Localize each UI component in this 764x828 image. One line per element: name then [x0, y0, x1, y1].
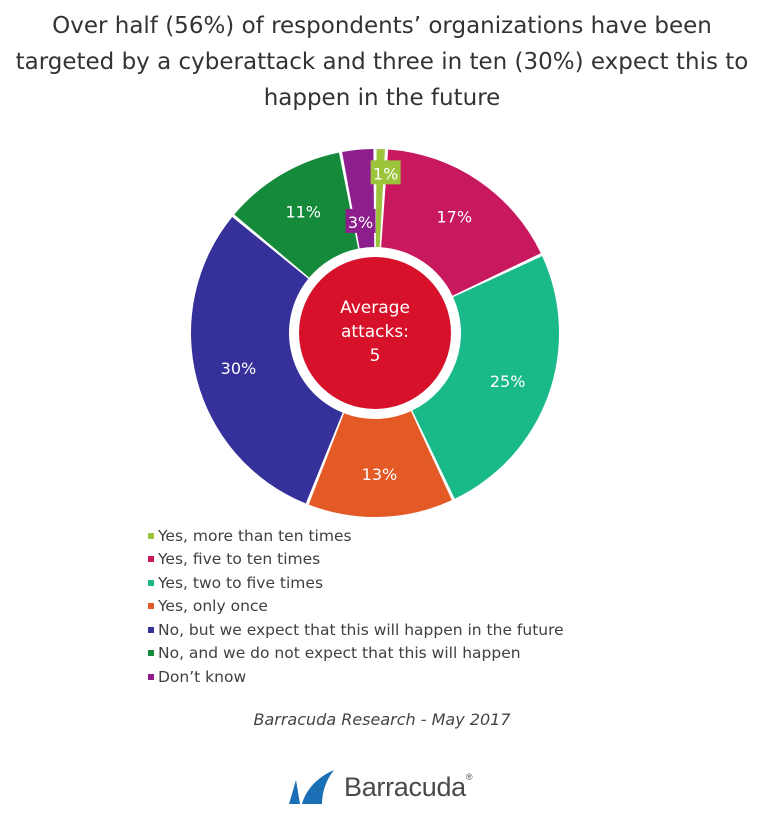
legend-label: Yes, five to ten times: [158, 550, 321, 569]
legend-item-no-but-we-expect-that-this-will-happen-in-the-future: No, but we expect that this will happen …: [148, 618, 564, 642]
data-label-yes-five-to-ten-times: 17%: [436, 207, 472, 226]
legend-label: Yes, two to five times: [158, 573, 324, 592]
legend-swatch: [148, 532, 154, 539]
data-label-don-t-know: 3%: [348, 213, 373, 232]
legend-item-no-and-we-do-not-expect-that-this-will-happen: No, and we do not expect that this will …: [148, 642, 564, 666]
data-label-yes-only-once: 13%: [362, 465, 398, 484]
legend-label: Yes, more than ten times: [158, 526, 352, 545]
legend-label: No, and we do not expect that this will …: [158, 644, 521, 663]
slice-no-but-we-expect-that-this-will-happen-in-the-future: [191, 216, 343, 504]
center-disc: [299, 257, 451, 409]
legend-swatch: [148, 626, 154, 633]
donut-chart: Average attacks: 5 1% 17% 25% 13% 30% 11% 3%: [191, 149, 559, 517]
slice-yes-only-once: [308, 411, 452, 517]
center-label-line: Average: [340, 298, 410, 318]
data-label-no-and-we-do-not-expect-that-this-will-happen: 11%: [285, 203, 321, 222]
legend-item-yes-five-to-ten-times: Yes, five to ten times: [148, 548, 564, 572]
label-box-don-t-know: [345, 208, 376, 233]
legend-item-yes-only-once: Yes, only once: [148, 595, 564, 619]
data-label-yes-more-than-ten-times: 1%: [373, 164, 398, 183]
chart-title: Over half (56%) of respondents’ organiza…: [15, 13, 749, 111]
slice-no-and-we-do-not-expect-that-this-will-happen: [234, 152, 359, 278]
label-box-yes-more-than-ten-times: [370, 160, 401, 185]
brand-name: Barracuda®: [344, 771, 473, 802]
source-caption: Barracuda Research - May 2017: [253, 710, 511, 729]
legend-swatch: [148, 650, 154, 657]
legend-swatch: [148, 579, 154, 586]
legend-item-don-t-know: Don’t know: [148, 665, 564, 689]
center-label-line: attacks:: [341, 322, 409, 342]
data-label-yes-two-to-five-times: 25%: [490, 372, 526, 391]
barracuda-fin-icon: [289, 770, 334, 804]
legend: Yes, more than ten times Yes, five to ten…: [148, 524, 564, 689]
legend-item-yes-two-to-five-times: Yes, two to five times: [148, 571, 564, 595]
brand-logo: Barracuda®: [286, 767, 473, 807]
legend-label: No, but we expect that this will happen …: [158, 620, 564, 639]
legend-swatch: [148, 603, 154, 610]
slice-yes-five-to-ten-times: [381, 149, 541, 296]
center-label-line: 5: [370, 346, 381, 366]
legend-swatch: [148, 556, 154, 563]
legend-swatch: [148, 673, 154, 680]
legend-label: Yes, only once: [158, 597, 268, 616]
legend-label: Don’t know: [158, 667, 247, 686]
data-label-no-but-we-expect-that-this-will-happen-in-the-future: 30%: [221, 359, 257, 378]
legend-item-yes-more-than-ten-times: Yes, more than ten times: [148, 524, 564, 548]
slice-yes-two-to-five-times: [412, 256, 559, 499]
